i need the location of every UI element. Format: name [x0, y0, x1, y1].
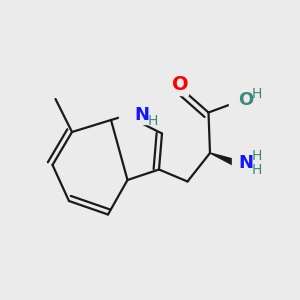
- Bar: [229, 92, 257, 109]
- Text: O: O: [172, 74, 188, 94]
- Text: H: H: [251, 87, 262, 100]
- Text: H: H: [148, 114, 158, 128]
- Bar: [232, 154, 260, 172]
- Text: H: H: [252, 163, 262, 176]
- Polygon shape: [210, 153, 238, 166]
- Text: N: N: [134, 106, 149, 124]
- Bar: [118, 107, 148, 124]
- Text: H: H: [252, 149, 262, 163]
- Text: O: O: [238, 91, 254, 109]
- Bar: [172, 79, 188, 95]
- Text: N: N: [238, 154, 253, 172]
